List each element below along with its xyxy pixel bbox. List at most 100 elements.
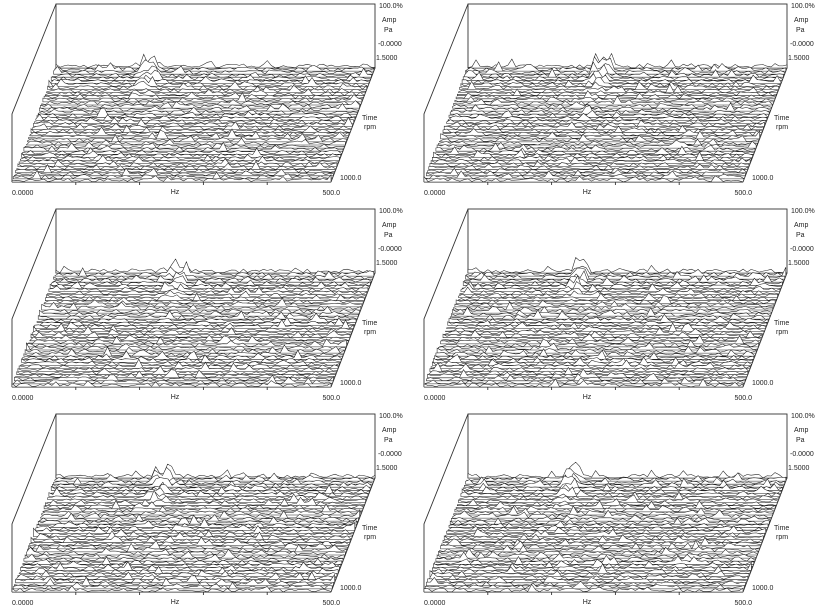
spectrum-trace (465, 472, 785, 485)
spectrum-trace (447, 525, 768, 531)
spectrum-trace (46, 489, 366, 503)
spectrum-trace (46, 84, 366, 93)
z-max-label: 100.0% (791, 208, 815, 215)
spectrum-trace (54, 466, 375, 482)
spectrum-trace (433, 354, 753, 363)
spectrum-trace (11, 585, 332, 593)
spectrum-trace (440, 129, 760, 140)
time-end-label: 1000.0 (340, 380, 362, 387)
spectrum-trace (50, 275, 371, 286)
spectrum-trace (34, 319, 354, 329)
time-start-label: 1.5000 (376, 465, 398, 472)
spectrum-trace (26, 546, 346, 556)
x-unit-label: Hz (171, 394, 180, 401)
spectrum-trace (452, 509, 772, 519)
x-unit-label: Hz (171, 599, 180, 606)
spectrum-trace (466, 468, 787, 482)
z-unit-label: Amp (794, 222, 809, 229)
spectrum-trace (455, 90, 776, 100)
spectrum-trace (428, 366, 749, 375)
spectrum-trace (36, 108, 357, 118)
x-unit-label: Hz (171, 189, 180, 196)
spectrum-trace (429, 362, 750, 372)
spectrum-trace (461, 73, 782, 84)
spectrum-trace (31, 530, 352, 540)
spectrum-trace (432, 151, 752, 161)
spectrum-trace (26, 137, 346, 146)
spectrum-trace (457, 498, 777, 507)
spectrum-trace (22, 349, 342, 360)
spectrum-trace (462, 70, 783, 81)
z-subunit-label: Pa (384, 437, 393, 444)
spectrum-trace (20, 561, 340, 571)
x-start-label: 0.0000 (12, 395, 34, 402)
spectrum-trace (22, 147, 342, 155)
z-unit-label: Amp (382, 222, 397, 229)
waterfall-panel: 0.0000 Hz 500.0 100.0% Amp Pa -0.0000 1.5000 Tim… (11, 3, 403, 197)
spectrum-trace (27, 542, 347, 553)
time-label: Time (362, 320, 377, 327)
spectrum-trace (441, 333, 762, 342)
time-label: Time (774, 320, 789, 327)
z-subunit-label: Pa (384, 232, 393, 239)
spectrum-trace (454, 504, 775, 513)
spectrum-trace (30, 535, 351, 543)
time-end-label: 1000.0 (752, 585, 774, 592)
spectrum-trace (36, 312, 357, 323)
x-unit-label: Hz (583, 599, 592, 606)
spectrum-trace (445, 528, 765, 537)
time-end-label: 1000.0 (340, 585, 362, 592)
x-unit-label: Hz (583, 189, 592, 196)
spectrum-trace (438, 342, 758, 351)
back-wall (467, 3, 788, 69)
side-edge (423, 413, 469, 592)
spectrum-trace (15, 369, 335, 379)
z-unit-label: Amp (382, 17, 397, 24)
spectrum-trace (48, 487, 369, 497)
spectrum-trace (462, 276, 783, 286)
spectrum-trace (35, 316, 356, 326)
side-edge (11, 3, 57, 182)
z-unit-label: Amp (794, 427, 809, 434)
spectrum-trace (457, 88, 777, 97)
z-subunit-label: Pa (796, 27, 805, 34)
spectrum-trace (446, 321, 766, 329)
time-start-label: 1.5000 (376, 55, 398, 62)
spectrum-trace (424, 170, 745, 180)
spectrum-trace (448, 313, 769, 323)
spectrum-trace (24, 141, 345, 149)
spectrum-trace (435, 551, 756, 562)
spectrum-trace (12, 581, 333, 590)
spectrum-trace (423, 583, 744, 593)
spectrum-trace (18, 154, 339, 164)
spectrum-trace (54, 261, 375, 277)
z-ref-label: -0.0000 (790, 41, 814, 48)
spectrum-trace (459, 491, 779, 500)
spectrum-trace (445, 322, 765, 332)
time-start-label: 1.5000 (788, 260, 810, 267)
spectrum-trace (45, 88, 365, 96)
spectrum-trace (15, 164, 335, 174)
side-edge (423, 208, 469, 387)
spectrum-trace (52, 477, 372, 488)
back-wall (55, 413, 376, 479)
spectrum-trace (449, 517, 770, 525)
spectrum-trace (441, 128, 762, 137)
z-ref-label: -0.0000 (790, 451, 814, 458)
spectrum-trace (21, 354, 341, 363)
spectrum-trace (41, 99, 361, 106)
spectrum-trace (43, 91, 364, 100)
spectrum-trace (54, 55, 375, 72)
spectrum-trace (434, 349, 754, 360)
time-unit-label: rpm (776, 534, 788, 541)
x-start-label: 0.0000 (424, 600, 446, 607)
spectrum-trace (439, 338, 759, 348)
spectrum-trace (460, 486, 781, 497)
spectrum-trace (17, 569, 338, 577)
spectrum-trace (436, 547, 757, 559)
spectrum-trace (459, 286, 779, 295)
spectrum-trace (424, 376, 745, 385)
spectrum-trace (42, 91, 363, 103)
time-unit-label: rpm (364, 329, 376, 336)
spectrum-trace (47, 491, 367, 500)
